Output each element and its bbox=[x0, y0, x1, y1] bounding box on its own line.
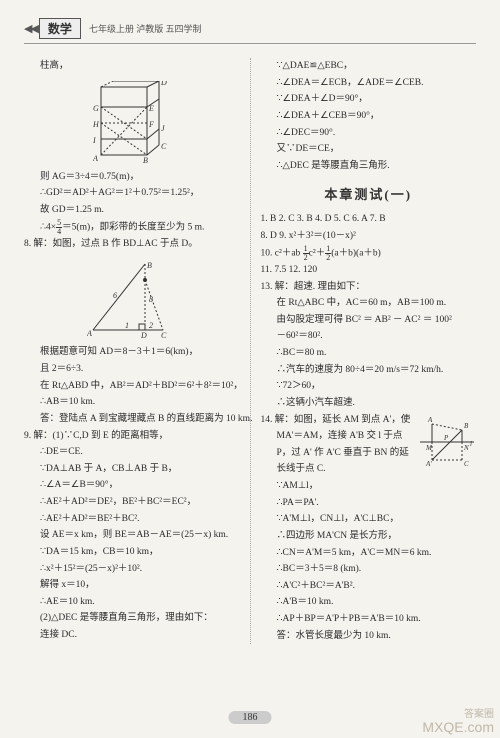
text-line: ∴4×54＝5(m)，即彩带的长度至少为 5 m. bbox=[24, 219, 240, 236]
svg-text:2: 2 bbox=[149, 321, 153, 330]
text-line: ∴这辆小汽车超速. bbox=[261, 395, 477, 412]
text-line: ∴∠A＝∠B＝90°， bbox=[24, 477, 240, 494]
text-line: 在 Rt△ABD 中，AB²＝AD²＋BD²＝6²＋8²＝10²， bbox=[24, 378, 240, 395]
subject-label: 数学 bbox=[39, 18, 81, 39]
text-line: ∴△DEC 是等腰直角三角形. bbox=[261, 158, 477, 175]
text-line: 则 AG＝3÷4＝0.75(m)， bbox=[24, 169, 240, 186]
text-line: 又∵DE＝CE， bbox=[261, 141, 477, 158]
text-line: 由勾股定理可得 BC² ＝ AB² － AC² ＝ 100² bbox=[261, 312, 477, 329]
text-line: 8. D 9. x²＋3²＝(10－x)² bbox=[261, 228, 477, 245]
text-line: ∵△DAE≌△EBC， bbox=[261, 58, 477, 75]
svg-text:P: P bbox=[443, 434, 449, 442]
page-header: ◀◀ 数学 七年级上册 泸教版 五四学制 bbox=[24, 18, 476, 44]
grade-label: 七年级上册 泸教版 五四学制 bbox=[89, 22, 202, 35]
text-line: (2)△DEC 是等腰直角三角形，理由如下： bbox=[24, 610, 240, 627]
left-column: 柱高， bbox=[24, 58, 251, 644]
text-line: ∴AB＝10 km. bbox=[24, 394, 240, 411]
text-line: ∴GD²＝AD²＋AG²＝1²＋0.75²＝1.25²， bbox=[24, 185, 240, 202]
svg-text:M: M bbox=[425, 444, 433, 452]
svg-text:I: I bbox=[93, 136, 96, 145]
text-line: ∵72＞60， bbox=[261, 378, 477, 395]
prism-svg: A B C D G E H F I J bbox=[93, 81, 171, 163]
figure-prism: A B C D G E H F I J bbox=[24, 81, 240, 163]
svg-text:J: J bbox=[161, 124, 165, 133]
text-line: ∴AP＋BP＝A'P＋PB＝A'B＝10 km. bbox=[261, 611, 477, 628]
text-line: ∵A'M⊥l，CN⊥l，A'C⊥BC， bbox=[261, 511, 477, 528]
svg-text:F: F bbox=[148, 120, 154, 129]
text-line: ∵DA＝15 km，CB＝10 km， bbox=[24, 544, 240, 561]
text-line: ∴A'B＝10 km. bbox=[261, 594, 477, 611]
header-arrows: ◀◀ bbox=[24, 22, 37, 35]
text-line: 设 AE＝x km，则 BE＝AB－AE＝(25－x) km. bbox=[24, 527, 240, 544]
svg-text:H: H bbox=[93, 120, 100, 129]
svg-text:D: D bbox=[160, 81, 167, 87]
text-line: 柱高， bbox=[24, 58, 240, 75]
text-line: 11. 7.5 12. 120 bbox=[261, 262, 477, 279]
text-line: 且 2＝6÷3. bbox=[24, 361, 240, 378]
text-line: ∴BC＝80 m. bbox=[261, 345, 477, 362]
svg-text:B: B bbox=[464, 422, 469, 430]
text-line: ∴四边形 MA'CN 是长方形， bbox=[261, 528, 477, 545]
chapter-test-title: 本章测试(一) bbox=[261, 184, 477, 203]
svg-text:C: C bbox=[161, 331, 167, 338]
text-line: ∵AM⊥l， bbox=[261, 478, 477, 495]
text-line: ∴A'C²＋BC²＝A'B². bbox=[261, 578, 477, 595]
text-line: 根据题意可知 AD＝8－3＋1＝6(km)， bbox=[24, 344, 240, 361]
text-line: 8. 解：如图，过点 B 作 BD⊥AC 于点 D。 bbox=[24, 236, 240, 253]
text-line: 10. c²＋ab 12c²＋12(a＋b)(a＋b) bbox=[261, 245, 477, 262]
svg-text:A': A' bbox=[425, 460, 432, 468]
text-line: ∴x²＋15²＝(25－x)²＋10². bbox=[24, 561, 240, 578]
text-line: －60²＝80². bbox=[261, 328, 477, 345]
svg-text:l: l bbox=[470, 440, 472, 448]
svg-text:A: A bbox=[93, 154, 98, 163]
text-line: ∴CN＝A'M＝5 km，A'C＝MN＝6 km. bbox=[261, 545, 477, 562]
pipe-svg: A B M N l A' C P bbox=[418, 414, 476, 472]
right-column: ∵△DAE≌△EBC， ∴∠DEA＝∠ECB，∠ADE＝∠CEB. ∵∠DEA＋… bbox=[261, 58, 477, 644]
text-line: 答：水管长度最少为 10 km. bbox=[261, 628, 477, 645]
text-line: ∴∠DEC＝90°. bbox=[261, 125, 477, 142]
page-number: 186 bbox=[229, 711, 272, 724]
svg-text:6: 6 bbox=[113, 291, 117, 300]
svg-text:8: 8 bbox=[149, 295, 153, 304]
text-line: ∴DE＝CE. bbox=[24, 444, 240, 461]
svg-text:E: E bbox=[148, 104, 154, 113]
text-line: 1. B 2. C 3. B 4. D 5. C 6. A 7. B bbox=[261, 211, 477, 228]
svg-text:1: 1 bbox=[125, 321, 129, 330]
text-line: ∴PA＝PA'. bbox=[261, 495, 477, 512]
text-line: ∴AE²＋AD²＝BE²＋BC². bbox=[24, 511, 240, 528]
triangle-svg: A D C B 1 2 6 8 bbox=[87, 258, 177, 338]
text-line: ∵∠DEA＋∠D＝90°， bbox=[261, 91, 477, 108]
svg-text:C: C bbox=[161, 142, 167, 151]
text-line: 9. 解：(1)∵C,D 到 E 的距离相等， bbox=[24, 428, 240, 445]
svg-text:C: C bbox=[464, 460, 469, 468]
svg-text:A: A bbox=[427, 416, 433, 424]
text-line: ∴AE²＋AD²＝DE²，BE²＋BC²＝EC²， bbox=[24, 494, 240, 511]
figure-triangle: A D C B 1 2 6 8 bbox=[24, 258, 240, 338]
svg-text:A: A bbox=[87, 329, 92, 338]
figure-pipe: A B M N l A' C P bbox=[418, 414, 476, 475]
content-columns: 柱高， bbox=[24, 58, 476, 644]
text-line: 在 Rt△ABC 中，AC＝60 m，AB＝100 m. bbox=[261, 295, 477, 312]
text-line: ∴BC＝3＋5＝8 (km). bbox=[261, 561, 477, 578]
svg-text:G: G bbox=[93, 104, 99, 113]
text-line: ∴汽车的速度为 80÷4＝20 m/s＝72 km/h. bbox=[261, 362, 477, 379]
text-line: 13. 解：超速. 理由如下： bbox=[261, 279, 477, 296]
svg-text:B: B bbox=[143, 156, 148, 163]
text-line: ∴∠DEA＝∠ECB，∠ADE＝∠CEB. bbox=[261, 75, 477, 92]
text-line: ∵DA⊥AB 于 A，CB⊥AB 于 B， bbox=[24, 461, 240, 478]
text-line: 故 GD＝1.25 m. bbox=[24, 202, 240, 219]
text-line: 答：登陆点 A 到宝藏埋藏点 B 的直线距离为 10 km. bbox=[24, 411, 240, 428]
text-line: 解得 x＝10， bbox=[24, 577, 240, 594]
text-line: ∴∠DEA＋∠CEB＝90°， bbox=[261, 108, 477, 125]
watermark: 答案圈 MXQE.com bbox=[422, 710, 494, 734]
text-line: ∴AE＝10 km. bbox=[24, 594, 240, 611]
svg-text:D: D bbox=[140, 331, 147, 338]
text-line: 连接 DC. bbox=[24, 627, 240, 644]
svg-text:B: B bbox=[147, 261, 152, 270]
svg-text:N: N bbox=[463, 444, 469, 452]
watermark-en: MXQE.com bbox=[422, 719, 494, 735]
